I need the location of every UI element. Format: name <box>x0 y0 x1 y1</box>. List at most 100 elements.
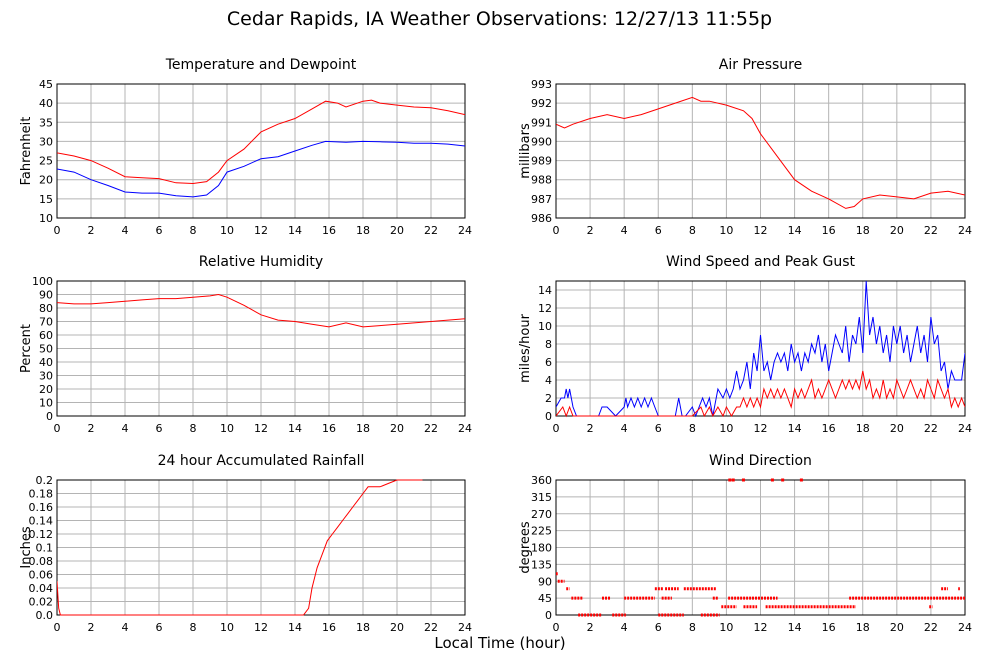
x-tick-label: 10 <box>220 621 234 634</box>
x-tick-label: 2 <box>88 422 95 435</box>
x-tick-label: 18 <box>356 224 370 237</box>
x-tick-label: 18 <box>356 621 370 634</box>
x-tick-label: 16 <box>822 422 836 435</box>
x-tick-label: 14 <box>288 422 302 435</box>
x-tick-label: 22 <box>424 621 438 634</box>
direction-point <box>728 478 732 482</box>
x-tick-label: 0 <box>54 224 61 237</box>
x-tick-label: 12 <box>754 621 768 634</box>
y-tick-label: 0.14 <box>29 515 54 528</box>
x-tick-label: 20 <box>390 224 404 237</box>
x-tick-label: 20 <box>890 621 904 634</box>
x-tick-label: 0 <box>553 224 560 237</box>
x-tick-label: 0 <box>54 621 61 634</box>
x-tick-label: 22 <box>924 224 938 237</box>
y-tick-label: 70 <box>39 316 53 329</box>
x-tick-label: 6 <box>655 621 662 634</box>
x-tick-label: 14 <box>788 422 802 435</box>
x-tick-label: 20 <box>390 621 404 634</box>
y-tick-label: 14 <box>538 284 552 297</box>
y-tick-label: 25 <box>39 155 53 168</box>
x-tick-label: 24 <box>958 621 972 634</box>
chart-title: Relative Humidity <box>199 254 323 270</box>
x-tick-label: 12 <box>754 224 768 237</box>
x-tick-label: 22 <box>924 621 938 634</box>
plot-frame <box>555 83 966 219</box>
y-tick-label: 990 <box>531 135 552 148</box>
x-tick-label: 18 <box>856 422 870 435</box>
y-tick-label: 0 <box>545 410 552 423</box>
plot-frame <box>555 280 966 417</box>
series-line-humidity-0 <box>57 293 465 328</box>
y-tick-label: 10 <box>39 397 53 410</box>
x-tick-label: 10 <box>220 224 234 237</box>
y-tick-label: 0.0 <box>36 609 54 622</box>
x-tick-label: 4 <box>621 224 628 237</box>
y-tick-label: 0 <box>545 609 552 622</box>
x-tick-label: 0 <box>54 422 61 435</box>
y-axis-label: millibars <box>518 123 533 179</box>
y-axis-label: miles/hour <box>518 313 533 382</box>
x-tick-label: 0 <box>553 621 560 634</box>
y-tick-label: 20 <box>39 383 53 396</box>
chart-title: Wind Direction <box>709 453 812 469</box>
plot-frame <box>555 479 966 616</box>
x-tick-label: 2 <box>587 422 594 435</box>
x-tick-label: 4 <box>122 422 129 435</box>
x-tick-label: 18 <box>356 422 370 435</box>
x-tick-label: 0 <box>553 422 560 435</box>
y-tick-label: 45 <box>39 78 53 91</box>
y-tick-label: 90 <box>39 289 53 302</box>
series-line-temp-1 <box>57 140 465 198</box>
x-tick-label: 16 <box>822 224 836 237</box>
series-line-temp-0 <box>57 99 465 185</box>
x-tick-label: 16 <box>322 224 336 237</box>
y-tick-label: 0.06 <box>29 569 54 582</box>
y-tick-label: 12 <box>538 302 552 315</box>
x-tick-label: 6 <box>655 422 662 435</box>
y-tick-label: 0.08 <box>29 555 54 568</box>
x-tick-label: 8 <box>689 621 696 634</box>
y-axis-label: Inches <box>19 526 34 568</box>
x-tick-label: 14 <box>288 621 302 634</box>
y-tick-label: 0.16 <box>29 501 54 514</box>
y-tick-label: 315 <box>531 491 552 504</box>
y-tick-label: 30 <box>39 135 53 148</box>
y-tick-label: 986 <box>531 212 552 225</box>
y-tick-label: 80 <box>39 302 53 315</box>
x-tick-label: 12 <box>254 621 268 634</box>
x-tick-label: 22 <box>424 224 438 237</box>
y-tick-label: 8 <box>545 338 552 351</box>
x-tick-label: 18 <box>856 224 870 237</box>
x-tick-label: 22 <box>424 422 438 435</box>
y-tick-label: 0.2 <box>36 474 54 487</box>
x-tick-label: 24 <box>458 422 472 435</box>
y-tick-label: 10 <box>39 212 53 225</box>
y-tick-label: 2 <box>545 392 552 405</box>
y-tick-label: 0 <box>46 410 53 423</box>
x-tick-label: 6 <box>156 224 163 237</box>
x-tick-label: 12 <box>254 422 268 435</box>
y-tick-label: 988 <box>531 174 552 187</box>
x-tick-label: 4 <box>621 621 628 634</box>
x-tick-label: 20 <box>890 224 904 237</box>
x-tick-label: 14 <box>288 224 302 237</box>
x-tick-label: 24 <box>958 224 972 237</box>
y-tick-label: 0.04 <box>29 582 54 595</box>
x-axis-label: Local Time (hour) <box>434 634 566 652</box>
x-tick-label: 10 <box>719 621 733 634</box>
direction-point <box>741 478 745 482</box>
x-tick-label: 14 <box>788 224 802 237</box>
x-tick-label: 16 <box>322 621 336 634</box>
plot-frame <box>56 83 466 219</box>
y-tick-label: 989 <box>531 155 552 168</box>
x-tick-label: 2 <box>587 224 594 237</box>
y-tick-label: 20 <box>39 174 53 187</box>
y-tick-label: 992 <box>531 97 552 110</box>
y-tick-label: 35 <box>39 116 53 129</box>
